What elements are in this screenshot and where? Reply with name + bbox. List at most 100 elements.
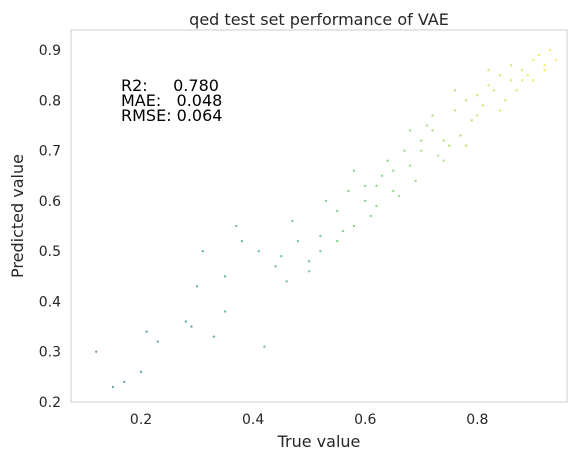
scatter-point [520,69,524,72]
scatter-point [319,234,322,238]
scatter-point [397,194,401,198]
scatter-point [431,114,434,117]
scatter-point [375,184,378,188]
scatter-point [470,119,473,122]
scatter-point [420,149,423,152]
scatter-point [123,380,126,384]
scatter-point [498,74,501,77]
stat-mae: MAE: 0.048 [121,91,222,110]
scatter-point [111,385,115,389]
scatter-point [257,249,260,253]
scatter-point [526,74,529,77]
y-tick-label: 0.6 [39,194,61,210]
scatter-point [235,224,238,228]
scatter-point [319,249,322,253]
scatter-point [274,265,277,268]
scatter-point [476,114,479,117]
x-tick-label: 0.4 [242,412,264,428]
scatter-point [492,89,496,92]
scatter-point [476,94,479,97]
scatter-point [190,325,193,328]
scatter-point [532,79,535,82]
stat-r2: R2: 0.780 [121,76,219,95]
scatter-point [515,89,518,92]
y-tick-labels: 0.2 0.3 0.4 0.5 0.6 0.7 0.8 0.9 [39,43,61,411]
scatter-point [554,58,557,62]
scatter-point [369,214,373,218]
scatter-point [442,159,445,162]
scatter-point [240,239,244,243]
scatter-point [464,99,468,102]
scatter-point [436,154,440,157]
scatter-point [375,204,378,208]
scatter-point [291,219,294,223]
scatter-point [532,58,535,62]
scatter-point [464,144,468,147]
chart-title: qed test set performance of VAE [189,10,449,29]
scatter-point [543,63,546,67]
x-tick-label: 0.8 [466,412,488,428]
plot-area [70,29,568,403]
scatter-point [195,285,199,288]
scatter-point [408,164,412,167]
x-tick-label: 0.6 [354,412,376,428]
y-tick-label: 0.2 [39,395,61,411]
scatter-point [364,184,367,188]
x-tick-label: 0.2 [130,412,152,428]
scatter-point [504,99,507,102]
scatter-point [420,139,423,142]
stats-annotation: R2: 0.780 MAE: 0.048 RMSE: 0.064 [121,76,222,125]
scatter-point [487,84,490,87]
scatter-point [145,330,148,333]
scatter-point [307,270,311,273]
scatter-point [408,129,412,132]
scatter-point [336,209,339,213]
scatter-point [324,199,328,203]
scatter-point [459,134,462,137]
scatter-point [201,249,204,253]
scatter-point [543,69,546,72]
scatter-point [279,255,283,258]
y-tick-label: 0.4 [39,294,61,310]
scatter-point [386,159,389,162]
scatter-point [364,199,367,203]
scatter-point [425,124,429,127]
scatter-point [509,79,513,82]
scatter-point [341,229,345,233]
scatter-point [336,239,339,243]
scatter-point [392,169,395,172]
scatter-point [212,335,216,338]
scatter-point [156,340,160,343]
scatter-point [403,149,406,152]
scatter-point [223,310,227,313]
scatter-point [520,79,524,82]
scatter-point [352,169,356,172]
y-tick-label: 0.8 [39,93,61,109]
scatter-point [453,109,457,112]
scatter-point [509,63,513,67]
scatter-point [347,189,350,193]
scatter-point [307,260,311,263]
scatter-point [296,239,300,243]
scatter-points [95,48,557,389]
scatter-point [487,69,490,72]
scatter-point [95,350,98,353]
scatter-point [442,139,445,142]
scatter-point [498,109,501,112]
scatter-point [431,129,434,132]
stat-rmse: RMSE: 0.064 [121,106,222,125]
scatter-point [481,104,485,107]
scatter-point [263,345,266,348]
scatter-point [453,89,457,92]
scatter-point [392,189,395,193]
y-axis-label: Predicted value [8,154,27,278]
scatter-point [380,174,384,177]
x-tick-labels: 0.2 0.4 0.6 0.8 [130,412,489,428]
scatter-point [223,275,227,278]
y-tick-label: 0.9 [39,43,61,59]
y-tick-label: 0.5 [39,244,61,260]
scatter-point [352,224,356,228]
scatter-point [139,370,143,374]
scatter-point [537,53,541,57]
